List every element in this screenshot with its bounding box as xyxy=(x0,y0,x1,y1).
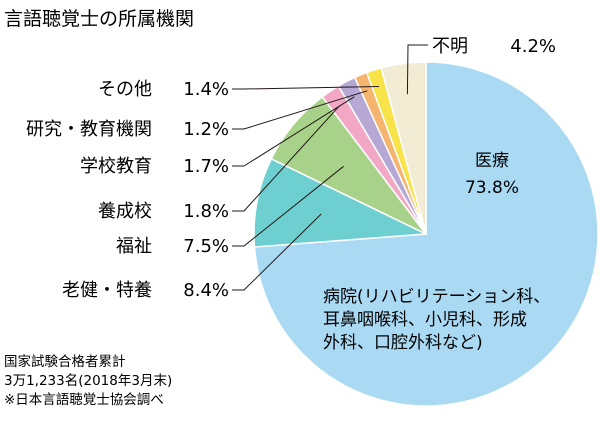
footnote: 国家試験合格者累計 3万1,233名(2018年3月末) ※日本言語聴覚士協会調べ xyxy=(4,353,172,408)
slice-labels: その他 1.4% 研究・教育機関 1.2% 学校教育 1.7% 養成校 1.8% 福祉 7.5% 老… xyxy=(26,36,556,301)
slice-value-4: 1.7% xyxy=(183,156,229,177)
leader-line-7 xyxy=(406,44,428,95)
slice-value-1: 8.4% xyxy=(183,280,229,301)
slice-label-4: 学校教育 xyxy=(80,156,152,177)
pie-slice-1 xyxy=(253,157,429,248)
slice-value-6: 1.4% xyxy=(183,79,229,100)
slice-value-5: 1.2% xyxy=(183,119,229,140)
slice-value-7: 4.2% xyxy=(510,36,556,57)
pie-slices xyxy=(253,61,599,407)
slice-label-1: 老健・特養 xyxy=(62,280,152,301)
slice-label-7: 不明 xyxy=(432,36,468,57)
leader-line-4 xyxy=(232,96,355,167)
leader-line-1 xyxy=(232,213,322,291)
inner-note-line: 病院(リハビリテーション科、 xyxy=(323,287,550,307)
footnote-line: 国家試験合格者累計 xyxy=(4,353,126,370)
pie-slice-7 xyxy=(380,61,427,235)
slice-value-0: 73.8% xyxy=(465,178,519,198)
inner-note-line: 耳鼻咽喉科、小児科、形成 xyxy=(323,310,527,330)
slice-value-2: 7.5% xyxy=(183,236,229,257)
inner-labels: 医療 73.8% 病院(リハビリテーション科、耳鼻咽喉科、小児科、形成外科、口腔外科… xyxy=(323,151,550,353)
footnote-line: 3万1,233名(2018年3月末) xyxy=(4,373,172,389)
footnote-line: ※日本言語聴覚士協会調べ xyxy=(4,391,164,408)
inner-note-line: 外科、口腔外科など) xyxy=(323,333,483,353)
slice-label-2: 福祉 xyxy=(116,236,152,257)
slice-label-0: 医療 xyxy=(475,151,509,171)
leader-line-2 xyxy=(232,165,344,247)
leader-line-5 xyxy=(232,90,368,130)
slice-label-6: その他 xyxy=(98,79,152,100)
leader-lines xyxy=(232,44,428,291)
slice-value-3: 1.8% xyxy=(183,201,229,222)
slice-label-3: 養成校 xyxy=(98,201,152,222)
chart-title: 言語聴覚士の所属機関 xyxy=(4,8,194,30)
slice-label-5: 研究・教育機関 xyxy=(26,119,152,140)
leader-line-6 xyxy=(232,86,380,90)
leader-line-3 xyxy=(232,105,341,212)
